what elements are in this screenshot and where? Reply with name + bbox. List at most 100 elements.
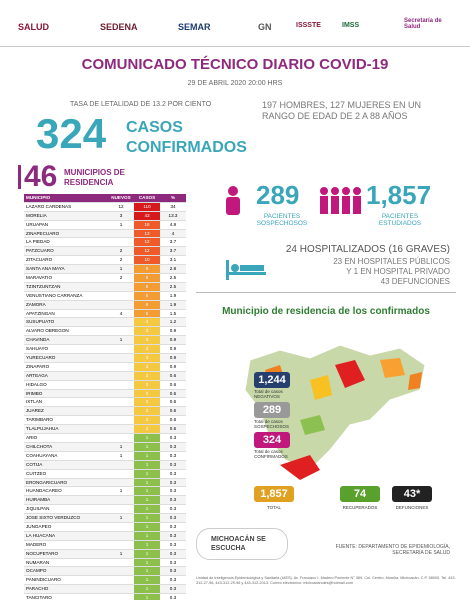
table-cell: 3 xyxy=(134,327,160,336)
total-label: RECUPERADOS xyxy=(342,505,378,510)
table-cell: 0.3 xyxy=(169,461,177,467)
table-cell: 4 xyxy=(119,310,123,316)
logo: Secretaría de Salud xyxy=(404,18,442,30)
table-cell: SANTA ANA MAYA xyxy=(26,266,65,272)
table-cell: 2 xyxy=(134,425,160,434)
table-cell: ARIO xyxy=(26,435,38,441)
legend-value: 1,244 xyxy=(254,372,290,388)
table-row: IRIMBO 2 0.6 xyxy=(24,389,186,399)
table-row: JUAREZ 2 0.6 xyxy=(24,407,186,417)
table-row: MORELIA 3 43 13.3 xyxy=(24,211,186,221)
table-cell: 4 xyxy=(171,230,175,236)
table-row: CUITZEO 1 0.3 xyxy=(24,469,186,479)
table-cell xyxy=(108,230,134,238)
table-cell: 1 xyxy=(134,451,160,460)
table-cell: HUANDACAREO xyxy=(26,488,62,494)
total-value: 1,857 xyxy=(254,486,294,502)
table-row: ZITACUARO 2 10 3.1 xyxy=(24,256,186,266)
suspected-label: PACIENTES SOSPECHOSOS xyxy=(256,213,308,227)
table-cell xyxy=(108,372,134,380)
logo-bar: SALUD SEDENA SEMAR GN ISSSTE IMSS Secret… xyxy=(0,0,470,47)
table-cell: 1 xyxy=(119,550,123,556)
table-cell: LA HUACANA xyxy=(26,532,56,538)
table-cell: 0.6 xyxy=(169,399,177,405)
table-cell xyxy=(108,505,134,513)
table-cell: JUAREZ xyxy=(26,408,44,414)
table-cell: 3 xyxy=(134,336,160,345)
table-row: LA PIEDAD 12 3.7 xyxy=(24,238,186,248)
private: Y 1 EN HOSPITAL PRIVADO xyxy=(346,267,450,276)
table-cell: 3.7 xyxy=(169,239,177,245)
table-cell xyxy=(108,292,134,300)
table-cell xyxy=(108,283,134,291)
table-row: SANTA ANA MAYA 1 9 2.8 xyxy=(24,265,186,275)
lethality: TASA DE LETALIDAD DE 13.2 POR CIENTO xyxy=(70,101,212,108)
address: Unidad de Inteligencia Epidemiológica y … xyxy=(196,576,456,585)
table-cell: 0.3 xyxy=(169,479,177,485)
municipalities-count: 46 xyxy=(24,160,58,193)
map-title: Municipio de residencia de los confirmad… xyxy=(222,306,430,317)
table-row: OCAMPO 1 0.3 xyxy=(24,567,186,577)
table-row: HUANDACAREO 1 1 0.3 xyxy=(24,487,186,497)
table-cell: ZAMORA xyxy=(26,301,46,307)
table-cell: NUMARAN xyxy=(26,559,50,565)
table-row: NOCUPETARO 1 1 0.3 xyxy=(24,549,186,559)
table-cell: 0.6 xyxy=(169,372,177,378)
municipalities-label: MUNICIPIOS DE RESIDENCIA xyxy=(64,168,125,187)
table-cell: 12 xyxy=(134,247,160,256)
table-row: CHAVINDA 1 3 0.9 xyxy=(24,336,186,346)
table-cell: 1 xyxy=(134,531,160,540)
table-row: APATZINGAN 4 5 1.5 xyxy=(24,309,186,319)
suspected-count: 289 xyxy=(256,180,300,210)
table-cell: 8 xyxy=(134,282,160,291)
hospitalized: 24 HOSPITALIZADOS (16 GRAVES) xyxy=(285,244,450,255)
table-cell: IXTLAN xyxy=(26,399,43,405)
table-cell: 110 xyxy=(134,202,160,211)
table-cell: 0.9 xyxy=(169,346,177,352)
table-cell: 0.3 xyxy=(169,470,177,476)
table-header: MUNICIPIO NUEVOS CASOS% xyxy=(24,194,186,203)
table-cell: COTIJA xyxy=(26,461,43,467)
table-cell xyxy=(108,434,134,442)
date: 29 DE ABRIL 2020 20:00 HRS xyxy=(187,80,283,87)
table-cell xyxy=(108,398,134,406)
table-row: TANCITARO 1 0.3 xyxy=(24,594,186,600)
table-cell: 3.1 xyxy=(169,257,177,263)
table-row: COAHUAYANA 1 1 0.3 xyxy=(24,451,186,461)
table-cell xyxy=(108,345,134,353)
table-cell: 2 xyxy=(134,407,160,416)
column-header: % xyxy=(170,195,176,200)
table-cell: 2 xyxy=(134,389,160,398)
table-cell: 1 xyxy=(119,337,123,343)
table-cell xyxy=(108,479,134,487)
table-cell: 4.9 xyxy=(169,221,177,227)
deaths: 43 DEFUNCIONES xyxy=(380,277,450,286)
table-cell: ALVARO OBREGON xyxy=(26,328,69,334)
table-cell: 1 xyxy=(119,452,123,458)
table-cell xyxy=(108,363,134,371)
logo: SEMAR xyxy=(178,22,211,32)
table-cell xyxy=(108,416,134,424)
source: FUENTE: DEPARTAMENTO DE EPIDEMIOLOGÍA, S… xyxy=(335,544,450,556)
table-cell xyxy=(108,559,134,567)
table-cell: 2.5 xyxy=(169,283,177,289)
table-cell: 13 xyxy=(134,229,160,238)
table-cell: 5 xyxy=(134,309,160,318)
table-cell: 1 xyxy=(134,514,160,522)
table-cell: 12 xyxy=(134,238,160,247)
table-cell: ZITACUARO xyxy=(26,257,53,263)
total-label: TOTAL xyxy=(266,505,282,510)
icon xyxy=(226,260,266,280)
table-row: YURECUARO 3 0.9 xyxy=(24,354,186,363)
table-cell xyxy=(108,532,134,540)
table-cell xyxy=(108,496,134,504)
table-cell xyxy=(108,567,134,575)
table-cell xyxy=(108,407,134,415)
table-cell xyxy=(108,425,134,433)
table-cell: 1 xyxy=(134,469,160,478)
table-cell: 2 xyxy=(119,257,123,263)
title: COMUNICADO TÉCNICO DIARIO COVID-19 xyxy=(81,56,389,73)
table-cell xyxy=(108,523,134,531)
municipality xyxy=(408,372,422,390)
table-cell: 0.3 xyxy=(169,586,177,592)
